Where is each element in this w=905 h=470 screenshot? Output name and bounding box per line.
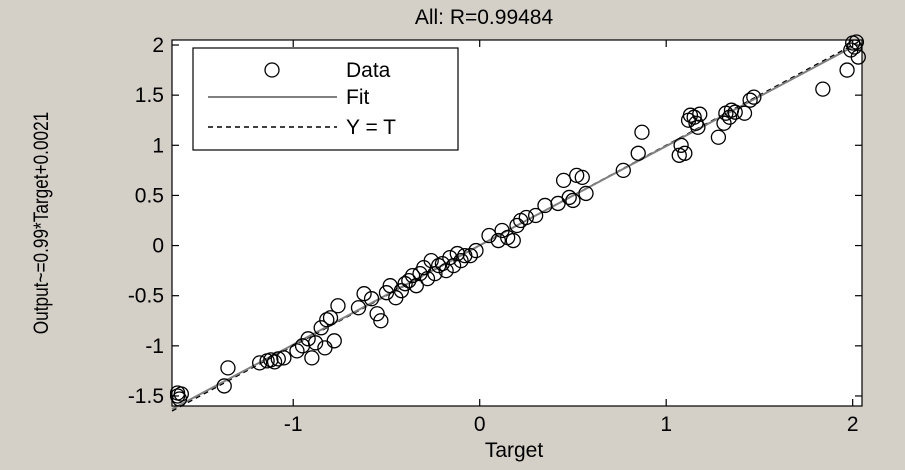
data-point xyxy=(746,89,762,105)
y-tick-label: 0.5 xyxy=(135,184,164,207)
data-point xyxy=(468,242,484,259)
legend-box xyxy=(192,47,459,151)
data-point xyxy=(373,313,389,329)
data-point xyxy=(442,249,458,266)
data-point xyxy=(356,286,372,302)
data-point xyxy=(216,378,232,394)
data-point xyxy=(313,320,329,336)
data-point xyxy=(326,333,342,349)
data-point xyxy=(408,278,424,294)
y-axis-label: Output~=0.99*Target+0.0021 xyxy=(31,112,54,334)
data-point xyxy=(289,343,305,359)
data-point xyxy=(173,386,189,402)
x-axis-label: Target xyxy=(485,439,544,462)
data-point xyxy=(509,217,525,234)
data-point xyxy=(565,192,581,209)
y-axis-ticks: -1.5 -1 -0.5 0 0.5 1 1.5 2 xyxy=(128,34,862,408)
x-tick-label: 1 xyxy=(660,413,672,436)
data-point xyxy=(322,310,339,326)
data-point xyxy=(330,298,346,314)
data-point xyxy=(505,232,521,249)
data-point xyxy=(445,257,462,274)
data-point xyxy=(481,227,497,244)
data-point xyxy=(304,350,320,366)
data-point xyxy=(690,119,706,135)
data-point xyxy=(363,291,380,307)
data-point xyxy=(276,350,292,366)
data-point xyxy=(742,92,758,108)
data-point xyxy=(677,145,693,161)
y-tick-label: -1 xyxy=(145,335,164,358)
legend-fit-label: Fit xyxy=(346,86,369,109)
data-point xyxy=(721,109,738,125)
data-point xyxy=(682,107,699,123)
data-point xyxy=(850,49,866,65)
x-tick-label: 0 xyxy=(474,413,486,436)
axes-frame xyxy=(171,39,863,407)
data-points xyxy=(169,34,866,407)
y-tick-label: -1.5 xyxy=(128,385,164,408)
data-point xyxy=(378,285,395,301)
y-tick-label: 1.5 xyxy=(135,84,164,107)
data-point xyxy=(727,104,743,120)
data-point xyxy=(462,247,479,264)
data-point xyxy=(518,209,534,226)
data-point xyxy=(419,271,436,287)
data-point xyxy=(634,124,650,140)
y-tick-label: 0 xyxy=(152,235,164,258)
x-axis-ticks: -1 0 1 2 xyxy=(284,40,859,436)
legend: Data Fit Y = T xyxy=(192,47,459,151)
data-point xyxy=(300,331,316,347)
data-point xyxy=(453,252,469,269)
data-point xyxy=(490,232,507,249)
data-point xyxy=(574,169,590,186)
data-point xyxy=(251,355,268,371)
data-point xyxy=(736,105,753,121)
data-point xyxy=(427,265,443,282)
data-point xyxy=(393,283,410,299)
x-tick-label: 2 xyxy=(847,413,859,436)
data-point xyxy=(561,189,577,206)
data-point xyxy=(839,62,855,78)
data-point xyxy=(369,306,385,322)
data-point xyxy=(220,360,236,376)
data-point xyxy=(350,300,367,316)
x-tick-label: -1 xyxy=(284,413,303,436)
data-point xyxy=(555,172,572,189)
data-point xyxy=(710,129,727,145)
data-point xyxy=(169,388,186,404)
data-point xyxy=(673,137,689,153)
data-point xyxy=(401,273,417,289)
data-point xyxy=(404,267,421,284)
legend-data-label: Data xyxy=(346,59,391,82)
data-point xyxy=(527,207,544,224)
data-point xyxy=(815,81,831,97)
data-point xyxy=(630,145,646,161)
data-point xyxy=(578,185,594,202)
data-point xyxy=(716,115,732,131)
legend-data-marker xyxy=(264,62,280,78)
data-point xyxy=(270,351,286,367)
data-point xyxy=(431,257,447,274)
data-point xyxy=(848,34,865,50)
legend-yt-label: Y = T xyxy=(346,116,396,139)
y-tick-label: 1 xyxy=(152,134,164,157)
y-tick-label: -0.5 xyxy=(128,285,164,308)
y-tick-label: 2 xyxy=(152,34,164,57)
data-point xyxy=(307,335,324,351)
data-point xyxy=(319,312,335,328)
chart-title: All: R=0.99484 xyxy=(415,6,554,29)
data-point xyxy=(266,354,283,370)
data-point xyxy=(692,106,708,122)
data-point xyxy=(615,162,631,179)
